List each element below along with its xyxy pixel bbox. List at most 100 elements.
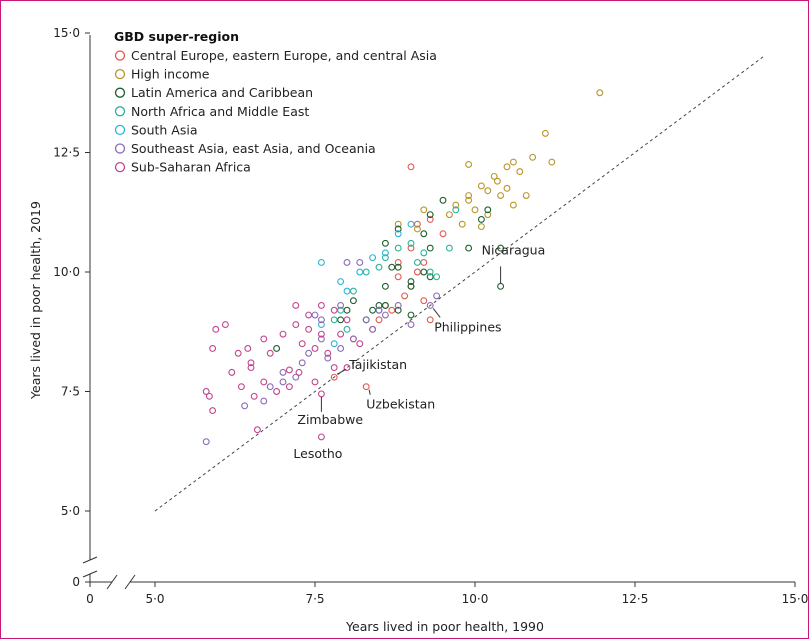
- data-point: [375, 263, 383, 271]
- data-point: [471, 206, 479, 214]
- data-point: [426, 215, 434, 223]
- data-point: [343, 258, 351, 266]
- data-point: [298, 340, 306, 348]
- annotation-label: Uzbekistan: [366, 397, 435, 412]
- data-point: [388, 263, 396, 271]
- data-point: [317, 335, 325, 343]
- legend-entry: Sub-Saharan Africa: [131, 160, 251, 175]
- data-point: [433, 273, 441, 281]
- annotation-leader-line: [336, 368, 347, 375]
- legend-marker: [114, 124, 126, 136]
- data-point: [209, 407, 217, 415]
- data-point: [493, 177, 501, 185]
- data-point: [356, 340, 364, 348]
- data-point: [541, 129, 549, 137]
- data-point: [244, 345, 252, 352]
- data-point: [279, 368, 287, 376]
- y-tick-label: 15·0: [53, 26, 80, 40]
- data-point: [247, 364, 255, 372]
- data-point: [452, 206, 460, 214]
- annotation-label: Lesotho: [293, 446, 342, 461]
- data-point: [497, 244, 505, 252]
- data-point: [330, 340, 338, 348]
- data-point: [250, 392, 258, 400]
- data-point: [413, 268, 421, 276]
- annotation-label: Tajikistan: [348, 357, 407, 372]
- data-point: [477, 223, 485, 231]
- data-point: [407, 239, 415, 247]
- data-point: [484, 187, 492, 195]
- data-point: [413, 225, 421, 233]
- legend-marker: [114, 143, 126, 154]
- data-point: [503, 184, 511, 192]
- data-point: [266, 383, 274, 391]
- data-point: [381, 311, 389, 319]
- data-point: [596, 89, 604, 97]
- annotation-label: Zimbabwe: [297, 412, 363, 427]
- data-point: [362, 316, 370, 324]
- data-point: [285, 366, 293, 374]
- data-point: [394, 220, 402, 228]
- data-point: [516, 168, 524, 176]
- data-point: [317, 433, 325, 441]
- data-point: [394, 273, 402, 281]
- y-tick-label: 12·5: [53, 146, 80, 160]
- data-point: [237, 383, 245, 391]
- data-point: [317, 316, 325, 324]
- data-point: [426, 268, 434, 276]
- data-point: [253, 426, 261, 434]
- data-point: [311, 345, 319, 352]
- data-point: [362, 383, 370, 391]
- x-axis-break: [106, 574, 136, 590]
- x-tick-label: 7·5: [305, 592, 324, 606]
- data-point: [247, 359, 255, 367]
- data-point: [362, 268, 370, 276]
- legend: GBD super-region Central Europe, eastern…: [114, 29, 437, 175]
- data-point: [381, 254, 389, 262]
- legend-entry: North Africa and Middle East: [131, 104, 309, 119]
- data-point: [452, 201, 460, 209]
- data-point: [205, 392, 213, 400]
- data-point: [420, 249, 428, 257]
- y-tick-label: 10·0: [53, 265, 80, 279]
- data-point: [311, 378, 319, 386]
- data-point: [337, 306, 345, 314]
- data-point: [212, 325, 220, 333]
- data-point: [426, 302, 434, 309]
- data-point: [407, 163, 415, 171]
- data-point: [202, 388, 210, 395]
- data-point: [279, 378, 287, 386]
- data-point: [426, 211, 434, 219]
- data-point: [394, 225, 402, 233]
- y-tick-label: 0: [72, 575, 80, 589]
- data-point: [407, 220, 415, 228]
- data-point: [426, 316, 434, 324]
- data-point: [445, 244, 453, 252]
- legend-entry: Latin America and Caribbean: [131, 85, 313, 100]
- x-tick-label: 15·0: [782, 592, 809, 606]
- data-point: [413, 220, 421, 228]
- data-point: [330, 316, 338, 324]
- data-point: [490, 172, 498, 180]
- data-point: [420, 206, 428, 214]
- data-point: [548, 158, 556, 166]
- data-point: [356, 268, 364, 276]
- y-axis-title: Years lived in poor health, 2019: [28, 201, 43, 400]
- data-point: [337, 330, 345, 338]
- data-point: [209, 345, 217, 352]
- data-point: [394, 306, 402, 314]
- data-point: [273, 345, 281, 352]
- data-point: [349, 297, 357, 305]
- data-point: [426, 273, 434, 281]
- data-point: [458, 220, 466, 228]
- data-point: [337, 316, 345, 324]
- legend-entry: High income: [131, 67, 210, 82]
- data-point: [260, 335, 268, 343]
- data-point: [407, 278, 415, 286]
- data-point: [465, 244, 473, 252]
- data-point: [349, 335, 357, 343]
- data-point: [317, 258, 325, 266]
- data-point: [228, 368, 236, 376]
